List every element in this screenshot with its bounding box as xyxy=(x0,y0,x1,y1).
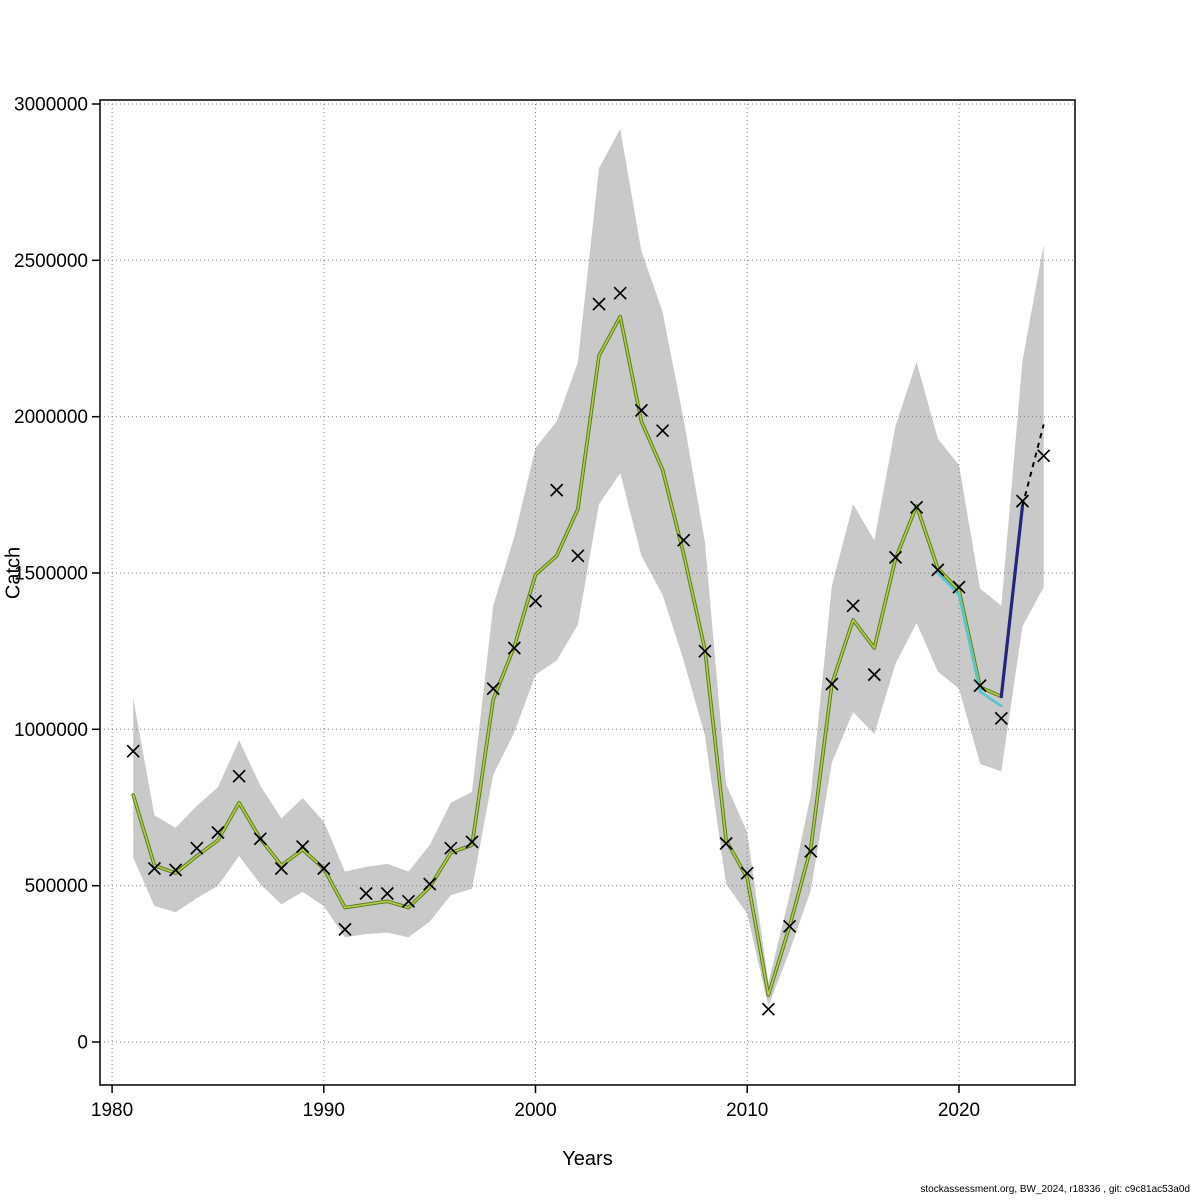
x-tick-label: 2020 xyxy=(938,1100,980,1121)
x-tick-label: 2000 xyxy=(514,1100,556,1121)
y-tick-label: 2000000 xyxy=(14,407,88,428)
x-axis-title: Years xyxy=(562,1148,613,1170)
confidence-band xyxy=(133,129,1044,1007)
x-tick-label: 2010 xyxy=(726,1100,768,1121)
y-tick-label: 2500000 xyxy=(14,251,88,272)
forecast-line xyxy=(1021,424,1045,507)
y-tick-label: 1000000 xyxy=(14,720,88,741)
x-tick-label: 1990 xyxy=(303,1100,345,1121)
observed-catch-markers xyxy=(126,286,1051,1016)
y-tick-label: 1500000 xyxy=(14,564,88,585)
recent-run-line xyxy=(936,571,1003,708)
y-axis-title: Catch xyxy=(2,546,25,600)
plot-border xyxy=(99,99,1076,1086)
plot-footer: stockassessment.org, BW_2024, r18336 , g… xyxy=(920,1184,1190,1195)
y-tick-label: 0 xyxy=(77,1033,88,1054)
y-tick-label: 500000 xyxy=(25,876,88,897)
estimated-catch-line-inner xyxy=(132,315,1003,996)
x-tick-label: 1980 xyxy=(91,1100,133,1121)
current-run-line xyxy=(999,504,1025,699)
y-tick-label: 3000000 xyxy=(14,95,88,116)
